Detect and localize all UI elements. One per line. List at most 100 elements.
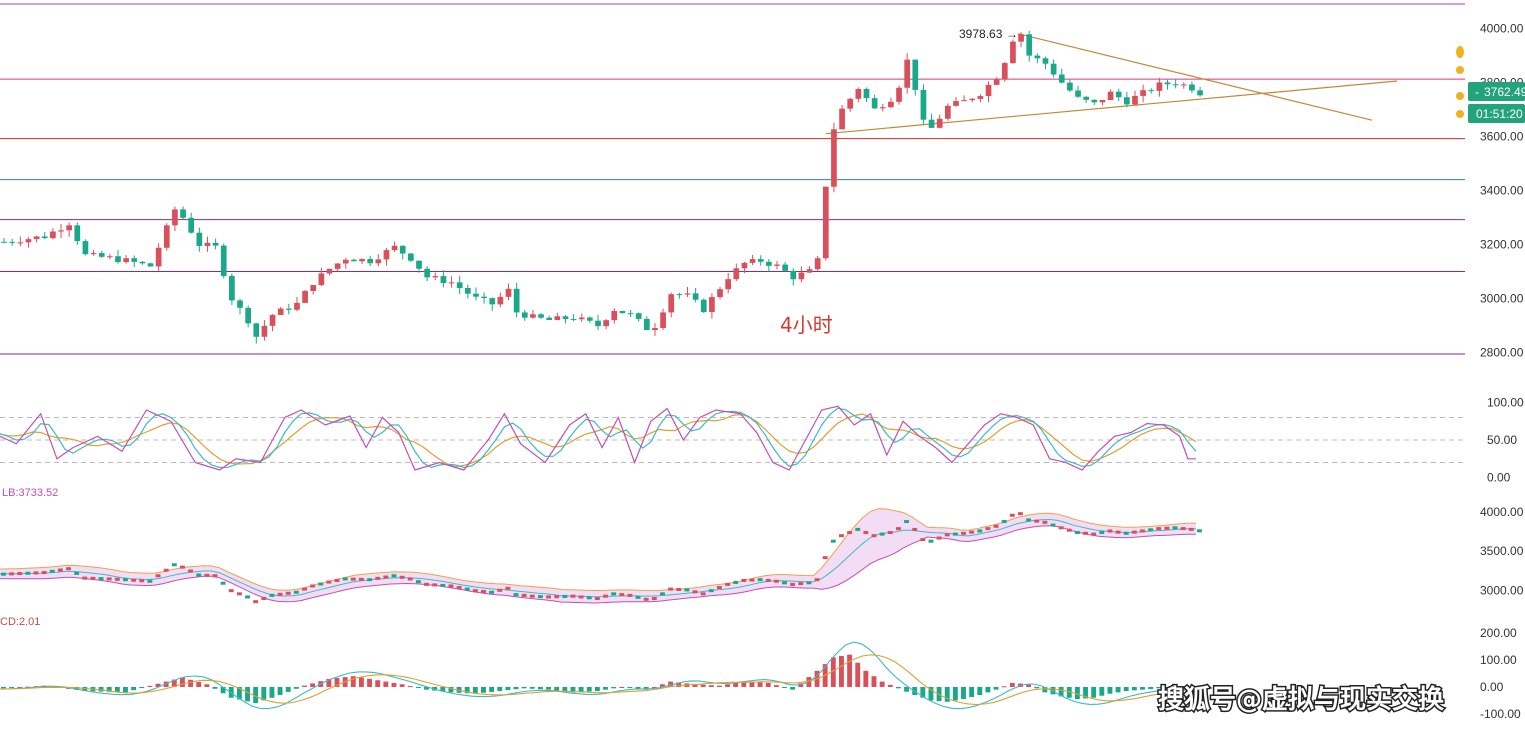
bollinger-mini-candle bbox=[830, 539, 836, 543]
candle-body bbox=[106, 256, 113, 258]
high-annotation-arrow: → bbox=[1006, 27, 1018, 41]
candle-body bbox=[554, 316, 561, 320]
trendline[interactable] bbox=[1017, 33, 1373, 121]
candle-body bbox=[448, 282, 455, 284]
price-axis: 4000.003800.003600.003400.003200.003000.… bbox=[1480, 21, 1524, 359]
candle-body bbox=[237, 300, 243, 308]
macd-histogram-bar bbox=[1140, 686, 1145, 690]
bollinger-mini-candle bbox=[684, 588, 690, 592]
bollinger-mini-candle bbox=[847, 531, 853, 535]
bollinger-mini-candle bbox=[749, 578, 755, 582]
alert-marker-icon[interactable] bbox=[1456, 66, 1464, 74]
candle-body bbox=[66, 225, 73, 231]
bollinger-mini-candle bbox=[33, 571, 39, 575]
bollinger-mini-candle bbox=[245, 595, 250, 599]
candle-body bbox=[961, 100, 967, 102]
bollinger-mini-candle bbox=[1, 572, 6, 576]
bollinger-mini-candle bbox=[725, 582, 730, 586]
macd-histogram-bar bbox=[692, 684, 698, 687]
alert-marker-icon[interactable] bbox=[1456, 110, 1464, 118]
macd-histogram-bar bbox=[220, 686, 226, 694]
bollinger-mini-candle bbox=[261, 597, 267, 601]
bollinger-mini-candle bbox=[9, 572, 15, 576]
macd-histogram-bar bbox=[245, 686, 250, 702]
macd-histogram-bar bbox=[635, 686, 641, 689]
macd-histogram-bar bbox=[1164, 686, 1170, 689]
candle-body bbox=[847, 98, 854, 109]
alert-marker-icon[interactable] bbox=[1456, 92, 1464, 100]
macd-histogram-bar bbox=[529, 686, 535, 689]
bollinger-mini-candle bbox=[367, 578, 373, 582]
bollinger-tick-label: 3000.00 bbox=[1480, 583, 1524, 597]
candle-body bbox=[440, 276, 447, 283]
bollinger-mini-candle bbox=[66, 567, 71, 571]
macd-line bbox=[0, 641, 1197, 710]
bollinger-mini-candle bbox=[1140, 529, 1145, 533]
macd-histogram-bar bbox=[562, 686, 568, 692]
candle-body bbox=[1140, 90, 1146, 96]
bollinger-mini-candle bbox=[326, 580, 332, 584]
bollinger-mini-candle bbox=[196, 573, 202, 577]
macd-histogram-bar bbox=[1026, 684, 1032, 687]
macd-histogram-bar bbox=[944, 686, 950, 702]
macd-histogram-bar bbox=[236, 686, 242, 700]
macd-tick-label: 0.00 bbox=[1480, 680, 1504, 694]
candle-body bbox=[399, 245, 406, 254]
candle-body bbox=[546, 317, 553, 320]
candle-body bbox=[326, 268, 333, 274]
candle-body bbox=[1091, 99, 1098, 103]
bollinger-mini-candle bbox=[1115, 530, 1121, 534]
candle-body bbox=[269, 314, 276, 326]
bollinger-mini-candle bbox=[1148, 528, 1154, 532]
bollinger-tick-label: 4000.00 bbox=[1480, 505, 1524, 519]
bollinger-mini-candle bbox=[464, 587, 470, 591]
stoch-d-line bbox=[0, 413, 1197, 468]
bollinger-mini-candle bbox=[700, 592, 706, 596]
bollinger-mini-candle bbox=[342, 577, 348, 581]
macd-histogram-bar bbox=[367, 678, 373, 687]
macd-histogram-bar bbox=[521, 686, 527, 689]
macd-histogram-bar bbox=[155, 683, 161, 687]
bollinger-mini-candle bbox=[212, 574, 218, 578]
bollinger-mini-candle bbox=[619, 593, 625, 597]
candle-body bbox=[521, 312, 528, 318]
trendline[interactable] bbox=[825, 80, 1398, 135]
candle-body bbox=[757, 259, 764, 262]
bollinger-mini-candle bbox=[1197, 529, 1202, 533]
high-annotation: 3978.63 → bbox=[959, 27, 1018, 41]
bollinger-mini-candle bbox=[676, 588, 682, 591]
bollinger-mini-candle bbox=[635, 595, 641, 599]
stoch-j-line bbox=[0, 405, 1196, 471]
macd-histogram-bar bbox=[188, 679, 194, 687]
macd-histogram-bar bbox=[131, 686, 137, 691]
alert-marker-icon[interactable] bbox=[1456, 46, 1464, 58]
macd-histogram-bar bbox=[790, 686, 796, 690]
macd-histogram-bar bbox=[871, 676, 877, 687]
macd-histogram-bar bbox=[985, 686, 991, 693]
macd-histogram-bar bbox=[952, 686, 958, 701]
candle-body bbox=[1042, 58, 1049, 64]
candle-body bbox=[1164, 82, 1171, 85]
candle-body bbox=[1010, 41, 1016, 64]
bollinger-mini-candle bbox=[611, 592, 617, 596]
candle-body bbox=[172, 209, 178, 226]
candle-body bbox=[497, 296, 504, 305]
price-tick-label: 3000.00 bbox=[1480, 292, 1524, 306]
candle-body bbox=[1107, 91, 1114, 100]
macd-histogram-bar bbox=[725, 684, 730, 687]
bollinger-mini-candle bbox=[1001, 520, 1007, 524]
candle-body bbox=[814, 258, 821, 270]
candle-body bbox=[855, 89, 862, 99]
macd-histogram-bar bbox=[806, 677, 812, 687]
bollinger-tick-label: 3500.00 bbox=[1480, 544, 1524, 558]
candle-body bbox=[977, 96, 984, 99]
macd-histogram-bar bbox=[904, 686, 909, 692]
bollinger-mini-candle bbox=[415, 580, 421, 584]
candle-body bbox=[294, 302, 300, 310]
macd-signal-line bbox=[0, 654, 1197, 706]
candle-body bbox=[709, 297, 715, 313]
bollinger-mini-candle bbox=[228, 589, 234, 593]
candle-body bbox=[725, 279, 732, 290]
bollinger-mini-candle bbox=[782, 581, 787, 585]
